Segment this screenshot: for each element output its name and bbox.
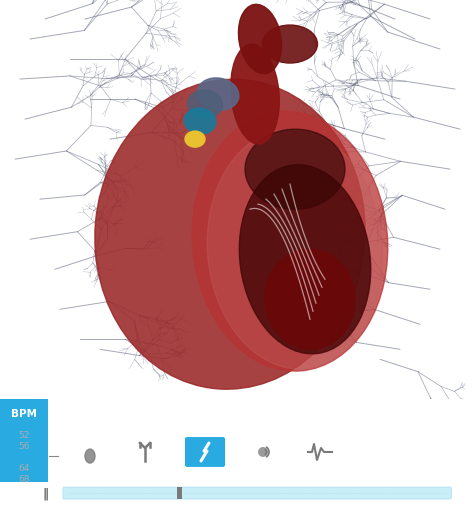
Text: 68: 68	[18, 474, 30, 483]
Ellipse shape	[263, 26, 318, 64]
Ellipse shape	[188, 91, 222, 119]
Text: 56: 56	[18, 441, 30, 450]
FancyBboxPatch shape	[63, 487, 451, 499]
Text: 60: 60	[17, 451, 31, 462]
Text: ‖: ‖	[43, 487, 49, 499]
Text: 52: 52	[18, 430, 30, 439]
Bar	[177, 487, 182, 499]
Text: 64: 64	[18, 463, 30, 472]
FancyBboxPatch shape	[185, 437, 225, 467]
Ellipse shape	[207, 130, 383, 370]
Ellipse shape	[239, 165, 371, 354]
Ellipse shape	[95, 80, 365, 389]
Ellipse shape	[197, 79, 239, 111]
Text: BPM: BPM	[11, 408, 37, 418]
Ellipse shape	[192, 112, 388, 372]
Ellipse shape	[231, 45, 279, 145]
Ellipse shape	[184, 109, 216, 135]
Ellipse shape	[185, 132, 205, 148]
Ellipse shape	[238, 5, 282, 75]
Ellipse shape	[258, 447, 268, 457]
Polygon shape	[85, 449, 95, 463]
Bar	[0, 400, 48, 482]
Ellipse shape	[245, 130, 345, 210]
Ellipse shape	[265, 250, 355, 350]
